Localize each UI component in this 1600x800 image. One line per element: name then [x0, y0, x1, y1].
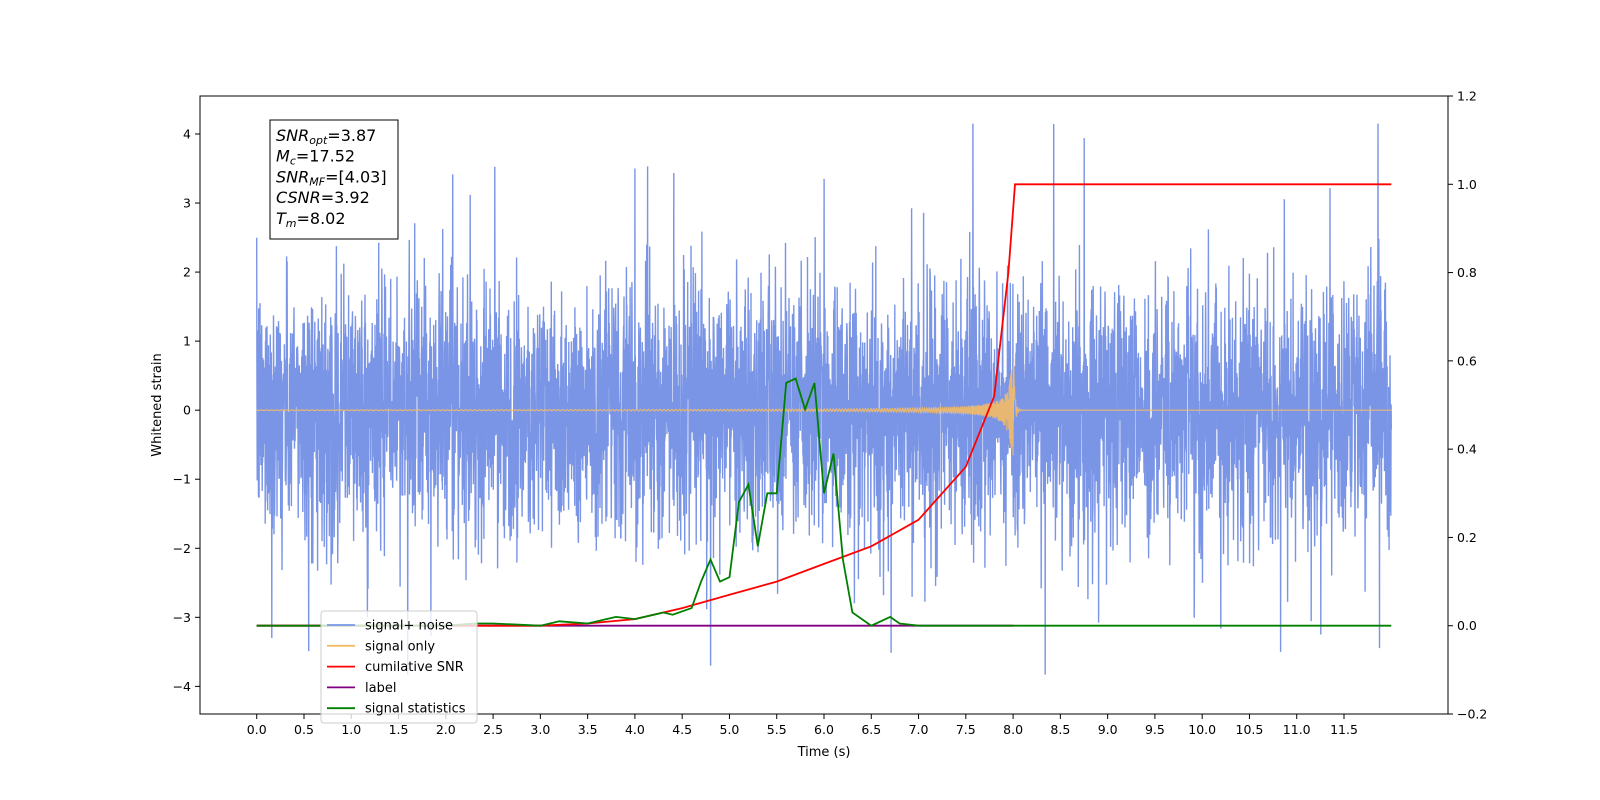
series-cumilative-snr — [256, 183, 1392, 627]
y2-tick-label: 1.2 — [1457, 89, 1477, 104]
series-layer — [256, 123, 1393, 675]
x-tick-label: 10.0 — [1188, 722, 1216, 737]
y2-tick-label: 1.0 — [1457, 177, 1477, 192]
y2-tick-label: 0.2 — [1457, 530, 1477, 545]
info-line: CSNR=3.92 — [276, 188, 370, 207]
y-tick-label: −2 — [173, 541, 191, 556]
y-tick-label: 2 — [183, 265, 191, 280]
y-tick-label: 0 — [183, 403, 191, 418]
x-tick-label: 3.0 — [530, 722, 550, 737]
info-box: SNRopt=3.87Mc=17.52SNRMF=[4.03]CSNR=3.92… — [269, 119, 399, 240]
x-tick-label: 11.0 — [1283, 722, 1311, 737]
y-tick-label: 4 — [183, 126, 191, 141]
legend-label: signal statistics — [365, 702, 466, 717]
x-tick-label: 9.0 — [1098, 722, 1118, 737]
info-line: SNRMF=[4.03] — [276, 167, 387, 188]
x-tick-label: 8.0 — [1003, 722, 1023, 737]
legend-label: signal only — [365, 639, 435, 654]
x-tick-label: 4.5 — [672, 722, 692, 737]
y2-tick-label: 0.6 — [1457, 353, 1477, 368]
series-signal-statistics — [256, 377, 1392, 627]
y-tick-label: 1 — [183, 334, 191, 349]
y2-tick-label: 0.8 — [1457, 265, 1477, 280]
info-line: Tm=8.02 — [276, 209, 346, 230]
y-tick-label: −1 — [173, 472, 191, 487]
legend-label: cumilative SNR — [365, 660, 464, 675]
x-tick-label: 7.0 — [909, 722, 929, 737]
x-tick-label: 7.5 — [956, 722, 976, 737]
x-tick-label: 1.0 — [341, 722, 361, 737]
y-axis-label: Whitened strain — [150, 353, 165, 456]
legend-frame — [320, 610, 478, 724]
x-tick-label: 3.5 — [578, 722, 598, 737]
x-tick-label: 4.0 — [625, 722, 645, 737]
y-axis-right: −0.2 0.0 0.2 0.4 0.6 0.8 1.0 1.2 — [1448, 89, 1487, 722]
series-signal-only — [256, 358, 1392, 456]
y2-tick-label: 0.4 — [1457, 442, 1477, 457]
y2-tick-label: −0.2 — [1457, 707, 1487, 722]
y-tick-label: 3 — [183, 196, 191, 211]
x-tick-label: 6.0 — [814, 722, 834, 737]
x-tick-label: 8.5 — [1050, 722, 1070, 737]
y-tick-label: −4 — [173, 679, 191, 694]
legend-label: label — [365, 681, 396, 696]
x-tick-label: 10.5 — [1236, 722, 1264, 737]
x-tick-label: 2.5 — [483, 722, 503, 737]
info-box-frame — [269, 119, 399, 240]
y-axis-left: −4 −3 −2 −1 0 1 2 3 4 — [173, 126, 200, 694]
legend: signal+ noise signal only cumilative SNR la… — [320, 610, 478, 724]
x-tick-label: 6.5 — [861, 722, 881, 737]
x-tick-label: 1.5 — [389, 722, 409, 737]
info-line: Mc=17.52 — [276, 147, 355, 168]
x-tick-label: 9.5 — [1145, 722, 1165, 737]
y-tick-label: −3 — [173, 610, 191, 625]
x-axis-label: Time (s) — [797, 745, 851, 760]
legend-label: signal+ noise — [365, 619, 453, 634]
y2-tick-label: 0.0 — [1457, 618, 1477, 633]
x-tick-label: 5.5 — [767, 722, 787, 737]
x-tick-label: 11.5 — [1330, 722, 1358, 737]
x-tick-label: 0.5 — [294, 722, 314, 737]
info-line: SNRopt=3.87 — [276, 126, 376, 147]
x-axis: 0.0 0.5 1.0 1.5 2.0 2.5 3.0 3.5 4.0 4.5 5.0 5.5 6.0 6… — [247, 714, 1358, 737]
series-signal-noise — [256, 123, 1393, 675]
x-tick-label: 2.0 — [436, 722, 456, 737]
x-tick-label: 0.0 — [247, 722, 267, 737]
x-tick-label: 5.0 — [720, 722, 740, 737]
